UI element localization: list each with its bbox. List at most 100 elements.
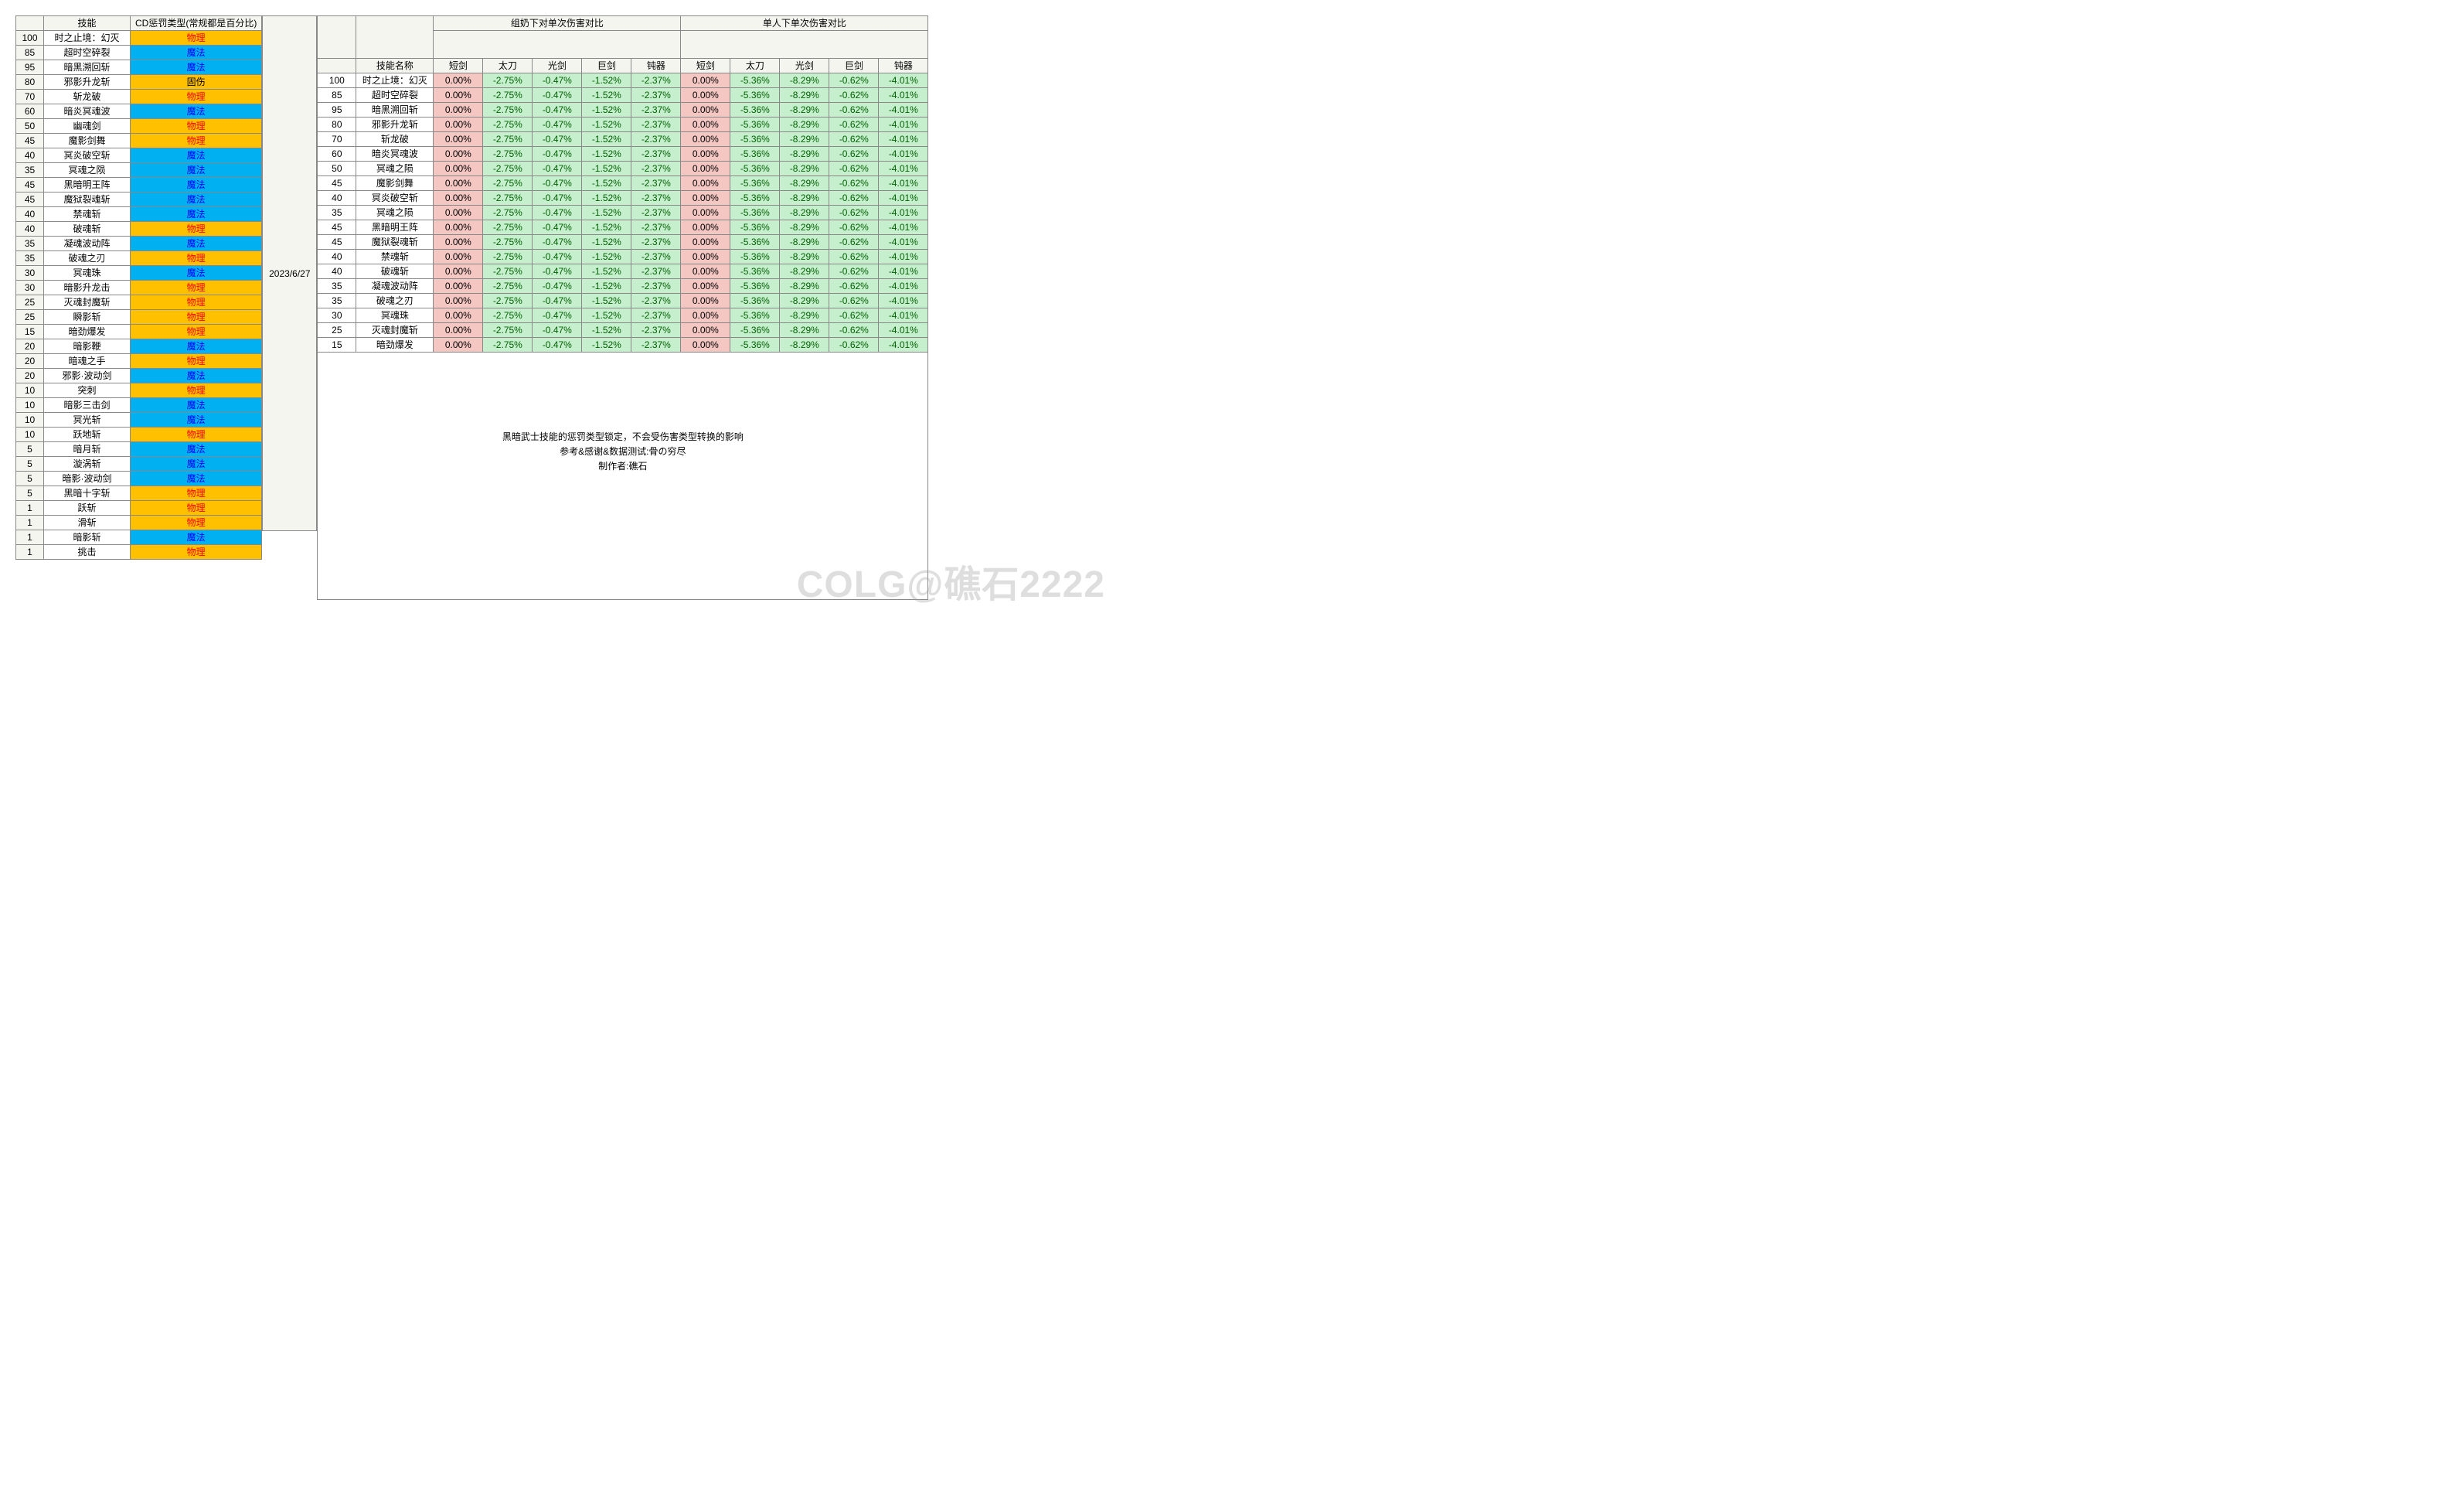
damage-value-g2: -5.36% (730, 206, 780, 220)
left-skill-type: 物理 (131, 501, 262, 516)
left-cd: 1 (16, 530, 44, 545)
right-row: 70斩龙破0.00%-2.75%-0.47%-1.52%-2.37%0.00%-… (318, 132, 928, 147)
damage-value-g2: -8.29% (780, 323, 829, 338)
damage-value-g1: -0.47% (533, 264, 582, 279)
damage-value-g1: -2.37% (631, 206, 681, 220)
right-row: 40破魂斩0.00%-2.75%-0.47%-1.52%-2.37%0.00%-… (318, 264, 928, 279)
left-row: 35凝魂波动阵魔法 (16, 237, 262, 251)
left-skill-name: 挑击 (44, 545, 131, 560)
right-row: 60暗炎冥魂波0.00%-2.75%-0.47%-1.52%-2.37%0.00… (318, 147, 928, 162)
left-cd: 80 (16, 75, 44, 90)
left-skill-name: 暗影升龙击 (44, 281, 131, 295)
left-row: 85超时空碎裂魔法 (16, 46, 262, 60)
damage-value-g1: -1.52% (582, 323, 631, 338)
damage-value-g2: -8.29% (780, 103, 829, 118)
group1-spacer (434, 31, 681, 59)
right-cd: 45 (318, 235, 356, 250)
damage-value-g2: 0.00% (681, 147, 730, 162)
right-subheader-row: 技能名称短剑太刀光剑巨剑钝器短剑太刀光剑巨剑钝器 (318, 59, 928, 73)
damage-value-g2: 0.00% (681, 264, 730, 279)
damage-value-g2: 0.00% (681, 88, 730, 103)
left-skill-name: 魔影剑舞 (44, 134, 131, 148)
damage-value-g1: -1.52% (582, 103, 631, 118)
damage-value-g2: 0.00% (681, 132, 730, 147)
right-row: 35破魂之刃0.00%-2.75%-0.47%-1.52%-2.37%0.00%… (318, 294, 928, 308)
right-subheader: 巨剑 (582, 59, 631, 73)
damage-value-g1: 0.00% (434, 294, 483, 308)
damage-value-g1: 0.00% (434, 250, 483, 264)
left-skill-name: 暗炎冥魂波 (44, 104, 131, 119)
damage-value-g1: -2.37% (631, 323, 681, 338)
damage-value-g1: 0.00% (434, 191, 483, 206)
damage-value-g2: -4.01% (879, 132, 928, 147)
left-row: 25瞬影斩物理 (16, 310, 262, 325)
right-skill-name: 冥炎破空斩 (356, 191, 434, 206)
left-row: 5漩涡斩魔法 (16, 457, 262, 472)
damage-value-g1: -2.37% (631, 191, 681, 206)
note-box: 黑暗武士技能的惩罚类型锁定，不会受伤害类型转换的影响 参考&感谢&数据测试:骨の… (317, 353, 928, 600)
left-skill-type: 魔法 (131, 266, 262, 281)
damage-value-g2: -8.29% (780, 279, 829, 294)
note-line1: 黑暗武士技能的惩罚类型锁定，不会受伤害类型转换的影响 (318, 430, 927, 445)
left-cd: 10 (16, 398, 44, 413)
damage-value-g2: -8.29% (780, 294, 829, 308)
damage-value-g1: -2.75% (483, 235, 533, 250)
right-row: 85超时空碎裂0.00%-2.75%-0.47%-1.52%-2.37%0.00… (318, 88, 928, 103)
damage-value-g2: -8.29% (780, 88, 829, 103)
left-cd: 20 (16, 369, 44, 383)
right-subheader: 太刀 (483, 59, 533, 73)
damage-value-g2: -8.29% (780, 338, 829, 353)
left-cd: 15 (16, 325, 44, 339)
left-header-type: CD惩罚类型(常规都是百分比) (131, 16, 262, 31)
left-table-header-row: 技能 CD惩罚类型(常规都是百分比) (16, 16, 262, 31)
damage-value-g2: 0.00% (681, 162, 730, 176)
right-row: 35冥魂之陨0.00%-2.75%-0.47%-1.52%-2.37%0.00%… (318, 206, 928, 220)
left-row: 40禁魂斩魔法 (16, 207, 262, 222)
left-cd: 35 (16, 251, 44, 266)
right-skill-name: 灭魂封魔斩 (356, 323, 434, 338)
left-cd: 5 (16, 442, 44, 457)
spacer-idx (318, 16, 356, 59)
left-skill-table: 技能 CD惩罚类型(常规都是百分比) 100时之止境：幻灭物理 85超时空碎裂魔法… (15, 15, 262, 560)
group2-title: 单人下单次伤害对比 (681, 16, 928, 31)
left-cd: 10 (16, 383, 44, 398)
left-cd: 40 (16, 222, 44, 237)
damage-value-g2: -5.36% (730, 220, 780, 235)
damage-value-g1: -0.47% (533, 191, 582, 206)
right-skill-name: 黑暗明王阵 (356, 220, 434, 235)
damage-value-g2: -8.29% (780, 308, 829, 323)
damage-value-g1: -2.75% (483, 220, 533, 235)
damage-value-g1: -0.47% (533, 118, 582, 132)
left-row: 10冥光斩魔法 (16, 413, 262, 428)
left-skill-type: 魔法 (131, 60, 262, 75)
left-skill-name: 时之止境：幻灭 (44, 31, 131, 46)
damage-value-g2: -4.01% (879, 73, 928, 88)
left-skill-type: 物理 (131, 119, 262, 134)
left-skill-name: 幽魂剑 (44, 119, 131, 134)
left-skill-name: 暗月斩 (44, 442, 131, 457)
damage-value-g2: -5.36% (730, 132, 780, 147)
damage-value-g1: 0.00% (434, 118, 483, 132)
left-skill-name: 暗影斩 (44, 530, 131, 545)
left-skill-type: 魔法 (131, 369, 262, 383)
left-cd: 100 (16, 31, 44, 46)
damage-value-g2: -0.62% (829, 73, 879, 88)
damage-value-g1: 0.00% (434, 176, 483, 191)
damage-value-g2: -4.01% (879, 103, 928, 118)
damage-value-g2: -0.62% (829, 338, 879, 353)
left-skill-name: 漩涡斩 (44, 457, 131, 472)
damage-value-g1: -2.75% (483, 118, 533, 132)
damage-value-g2: -4.01% (879, 88, 928, 103)
damage-value-g1: -2.75% (483, 147, 533, 162)
right-subheader: 钝器 (879, 59, 928, 73)
left-skill-name: 暗影·波动剑 (44, 472, 131, 486)
left-cd: 35 (16, 163, 44, 178)
damage-value-g1: -0.47% (533, 250, 582, 264)
damage-value-g1: -2.75% (483, 250, 533, 264)
right-row: 50冥魂之陨0.00%-2.75%-0.47%-1.52%-2.37%0.00%… (318, 162, 928, 176)
left-skill-type: 魔法 (131, 237, 262, 251)
damage-value-g2: -0.62% (829, 220, 879, 235)
spacer-skill (356, 16, 434, 59)
damage-value-g2: 0.00% (681, 308, 730, 323)
right-row: 25灭魂封魔斩0.00%-2.75%-0.47%-1.52%-2.37%0.00… (318, 323, 928, 338)
